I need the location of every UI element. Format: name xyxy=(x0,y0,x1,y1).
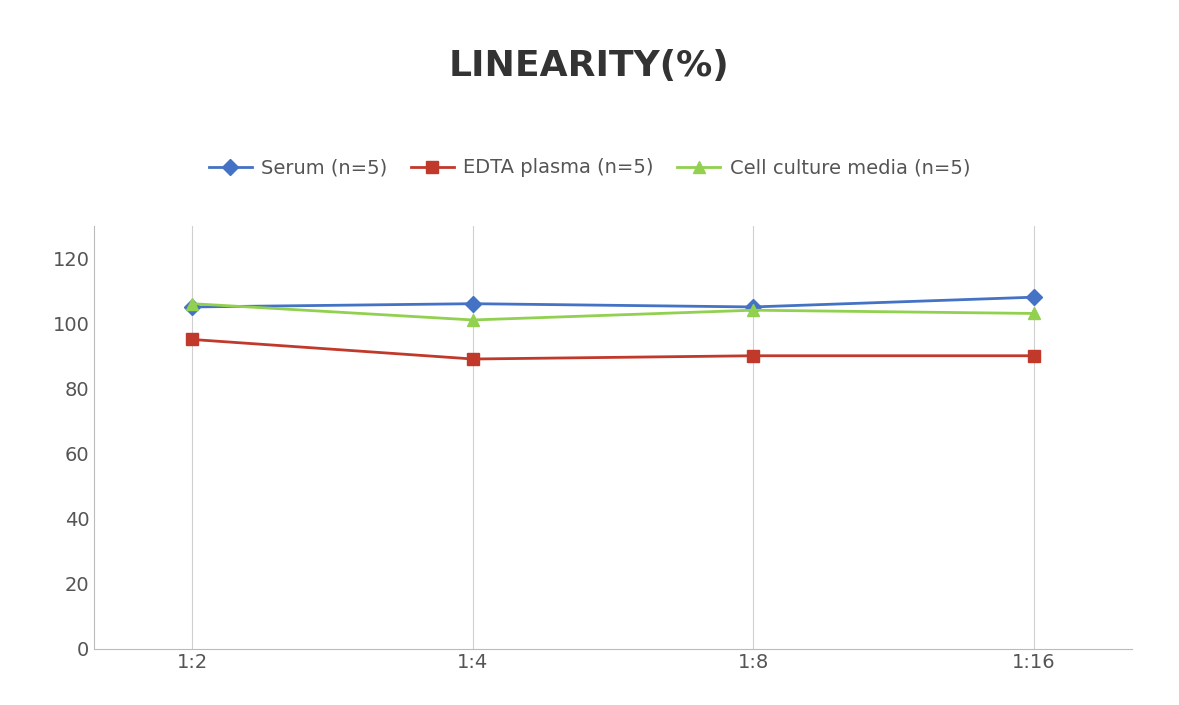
EDTA plasma (n=5) xyxy=(185,336,199,344)
Cell culture media (n=5) xyxy=(746,306,760,314)
Line: Serum (n=5): Serum (n=5) xyxy=(187,292,1039,312)
Text: LINEARITY(%): LINEARITY(%) xyxy=(449,49,730,83)
Serum (n=5) xyxy=(185,302,199,311)
EDTA plasma (n=5) xyxy=(466,355,480,363)
Cell culture media (n=5) xyxy=(1027,309,1041,318)
Serum (n=5) xyxy=(1027,293,1041,302)
Cell culture media (n=5) xyxy=(466,316,480,324)
Line: Cell culture media (n=5): Cell culture media (n=5) xyxy=(186,298,1040,326)
Serum (n=5) xyxy=(746,302,760,311)
Legend: Serum (n=5), EDTA plasma (n=5), Cell culture media (n=5): Serum (n=5), EDTA plasma (n=5), Cell cul… xyxy=(200,151,979,185)
EDTA plasma (n=5) xyxy=(746,352,760,360)
Cell culture media (n=5) xyxy=(185,300,199,308)
Serum (n=5) xyxy=(466,300,480,308)
EDTA plasma (n=5) xyxy=(1027,352,1041,360)
Line: EDTA plasma (n=5): EDTA plasma (n=5) xyxy=(187,334,1039,364)
